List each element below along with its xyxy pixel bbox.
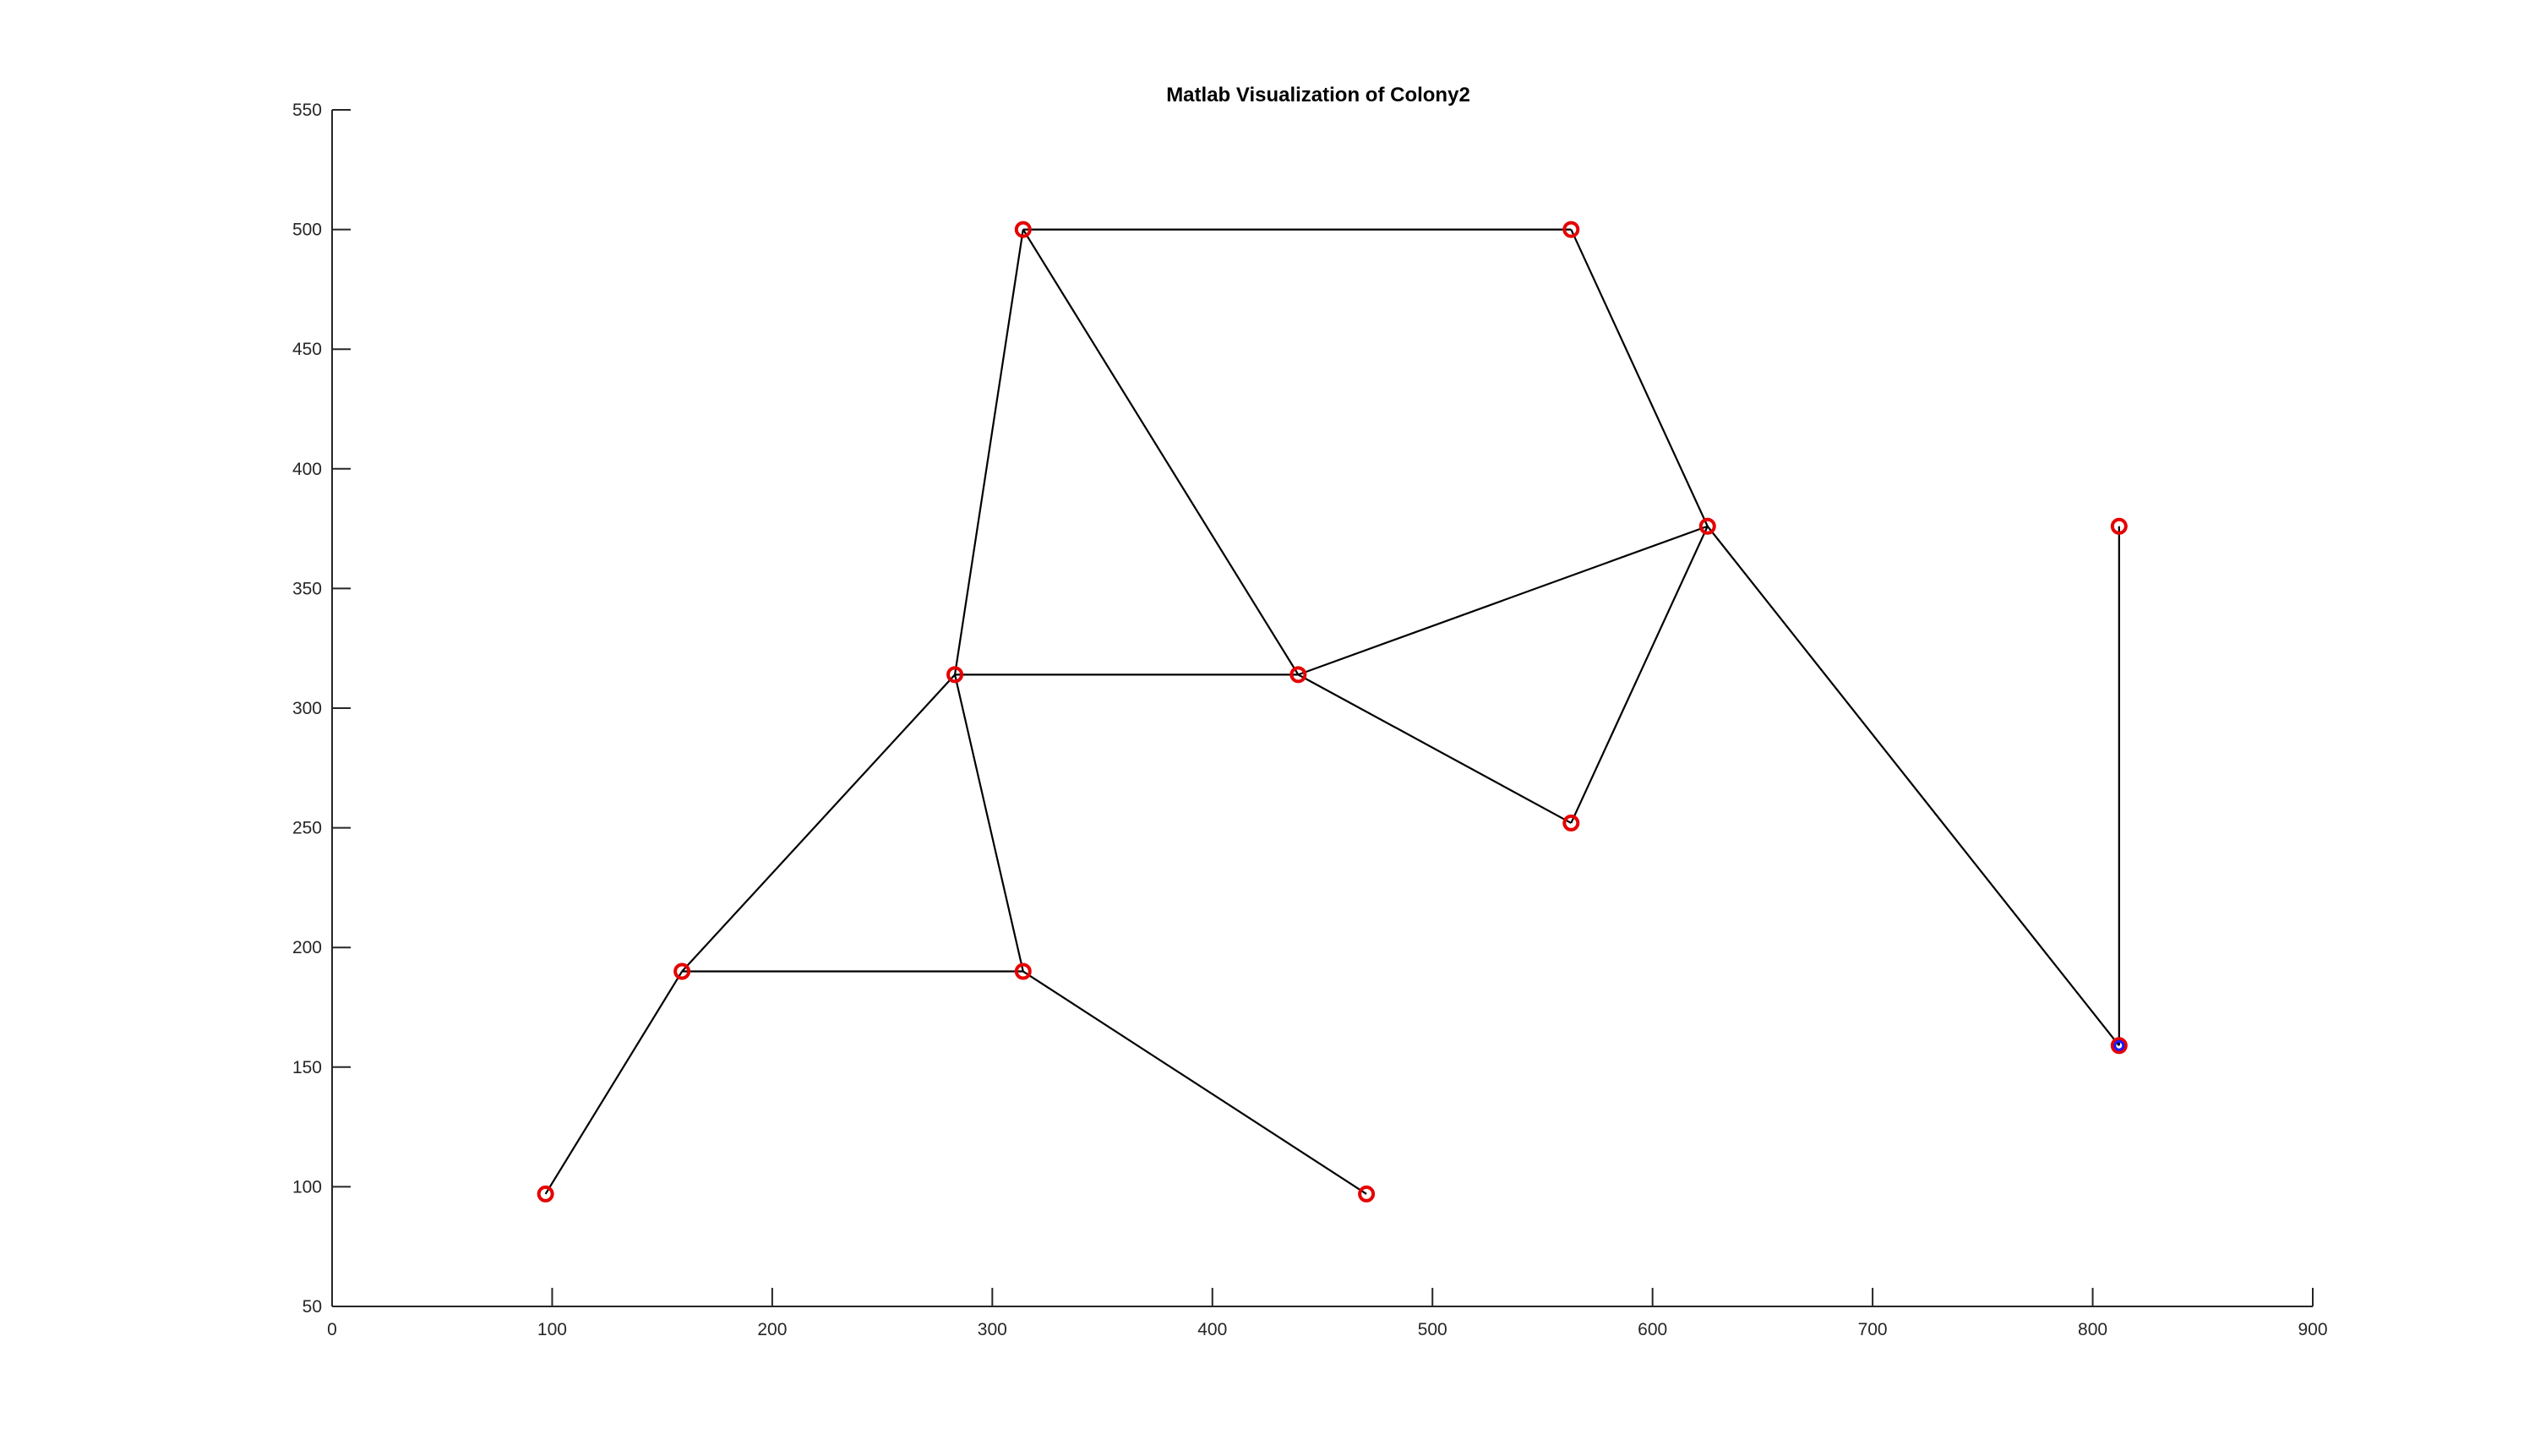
edge-n3-n4	[953, 674, 1024, 972]
x-tick-label: 300	[978, 1320, 1007, 1339]
edge-n4-n7	[1022, 970, 1367, 1195]
edge-n1-n2	[544, 970, 684, 1195]
x-tick-label: 500	[1418, 1320, 1447, 1339]
node-n5	[1014, 221, 1032, 238]
chart-title: Matlab Visualization of Colony2	[1166, 84, 1470, 106]
node-n6	[1289, 666, 1307, 684]
nodes-group	[537, 221, 2128, 1202]
x-tick-label: 700	[1858, 1320, 1888, 1339]
x-tick-label: 400	[1197, 1320, 1227, 1339]
edges-group	[544, 228, 2120, 1195]
edge-n9-n10	[1570, 526, 1709, 824]
x-tick-label: 800	[2078, 1320, 2107, 1339]
node-n12-highlight	[2113, 1039, 2125, 1051]
x-tick-label: 600	[1638, 1320, 1667, 1339]
y-tick-label: 550	[292, 101, 322, 120]
y-tick-label: 400	[292, 460, 322, 479]
node-n9	[1562, 814, 1580, 832]
y-tick-label: 250	[292, 819, 322, 838]
node-n4	[1014, 962, 1032, 980]
node-n8	[1562, 221, 1580, 238]
node-n3	[946, 666, 964, 684]
edge-n5-n6	[1022, 229, 1300, 675]
edge-n6-n10	[1297, 525, 1709, 676]
edge-n2-n3	[681, 673, 956, 973]
y-tick-label: 100	[292, 1177, 322, 1197]
edge-n10-n12	[1706, 526, 2120, 1046]
node-n7	[1358, 1185, 1376, 1202]
x-tick-label: 900	[2298, 1320, 2327, 1339]
node-n2	[673, 962, 691, 980]
y-tick-label: 200	[292, 938, 322, 957]
node-n12	[2110, 1037, 2128, 1055]
x-tick-label: 100	[537, 1320, 567, 1339]
y-tick-label: 450	[292, 340, 322, 359]
x-tick-label: 0	[327, 1320, 337, 1339]
node-n1	[537, 1185, 554, 1202]
y-tick-label: 500	[292, 221, 322, 240]
edge-n3-n5	[953, 229, 1024, 675]
node-n11	[2110, 517, 2128, 535]
axes: 0 100 200 300 400 500 600 700 800 900 50 100 150 200 2…	[292, 101, 2328, 1339]
y-tick-label: 350	[292, 579, 322, 598]
y-tick-label: 150	[292, 1058, 322, 1077]
edge-n8-n10	[1570, 229, 1709, 527]
edge-n6-n9	[1297, 673, 1572, 824]
node-n10	[1698, 517, 1716, 535]
y-tick-label: 300	[292, 699, 322, 718]
x-tick-label: 200	[757, 1320, 787, 1339]
y-tick-label: 50	[303, 1297, 322, 1317]
